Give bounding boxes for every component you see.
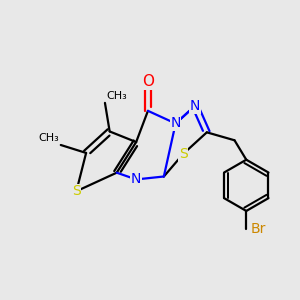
Text: N: N xyxy=(131,172,141,186)
Text: O: O xyxy=(142,74,154,89)
Text: S: S xyxy=(179,147,188,161)
Text: CH₃: CH₃ xyxy=(39,133,59,142)
Text: S: S xyxy=(72,184,81,198)
Text: Br: Br xyxy=(251,222,266,236)
Text: N: N xyxy=(170,116,181,130)
Text: N: N xyxy=(190,99,200,113)
Text: CH₃: CH₃ xyxy=(106,91,127,100)
